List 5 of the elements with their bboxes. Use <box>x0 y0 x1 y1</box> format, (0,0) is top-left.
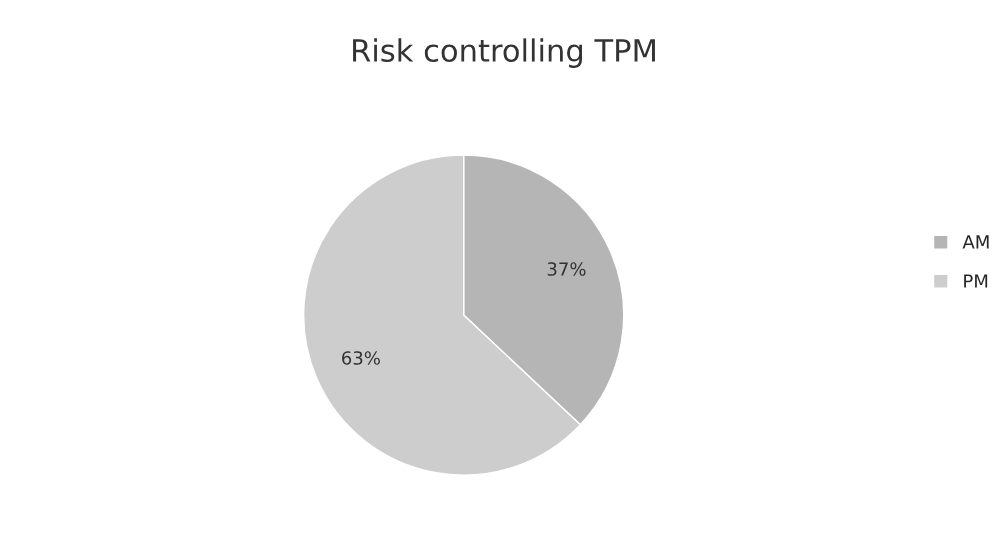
legend-label: PM <box>964 274 988 288</box>
chart-title: Risk controlling TPM <box>353 38 655 68</box>
data-label: 63% <box>342 351 380 365</box>
data-label: 37% <box>547 262 586 276</box>
legend-label: AM <box>962 235 989 249</box>
